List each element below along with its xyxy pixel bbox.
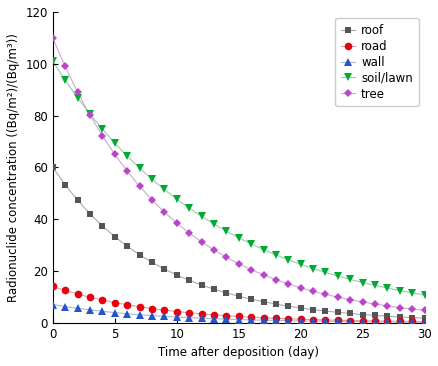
- Legend: roof, road, wall, soil/lawn, tree: roof, road, wall, soil/lawn, tree: [334, 18, 418, 107]
- Y-axis label: Radionuclide concentration ((Bq/m²)/(Bq/m³)): Radionuclide concentration ((Bq/m²)/(Bq/…: [7, 33, 20, 302]
- X-axis label: Time after deposition (day): Time after deposition (day): [158, 346, 318, 359]
